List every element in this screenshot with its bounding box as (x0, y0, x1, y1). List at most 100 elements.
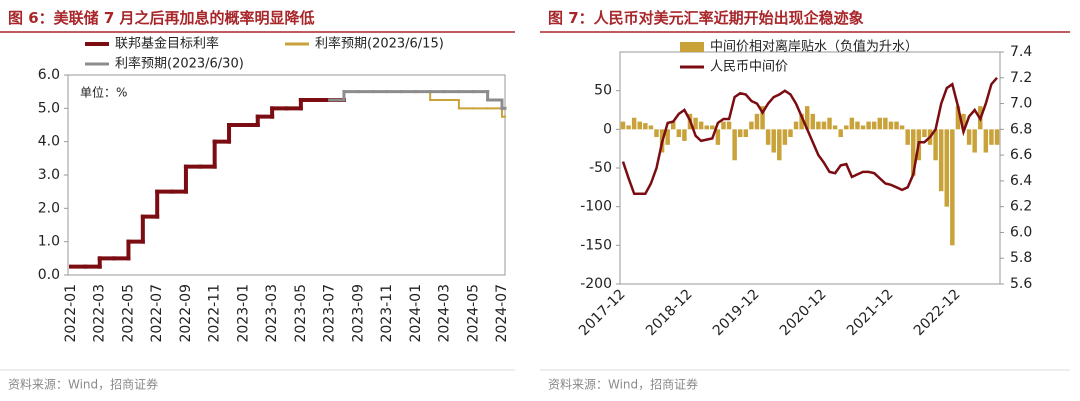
x-tick-label: 2024-05 (465, 284, 481, 343)
bar (989, 129, 994, 145)
bar (994, 129, 1000, 145)
bar (749, 121, 754, 130)
bar (782, 129, 788, 145)
y-tick-label: 3.0 (38, 167, 60, 183)
bar (682, 129, 687, 141)
x-tick-label: 2024-07 (494, 284, 510, 343)
y-tick-label: -50 (589, 160, 612, 176)
y2-tick-label: 6.0 (1010, 224, 1032, 240)
y-tick-label: 2.0 (38, 200, 60, 216)
bar (637, 121, 642, 130)
source-note: 资料来源：Wind，招商证券 (548, 377, 698, 392)
bar (894, 121, 899, 130)
x-tick-label: 2022-12 (911, 286, 964, 339)
y2-tick-label: 6.8 (1010, 121, 1032, 137)
bar (810, 113, 816, 130)
y-tick-label: 0 (603, 121, 612, 137)
chart-title: 图 6：美联储 7 月之后再加息的概率明显降低 (8, 9, 315, 27)
bar (765, 129, 771, 145)
bar (827, 117, 832, 130)
x-tick-label: 2023-03 (264, 284, 280, 343)
bar (671, 121, 676, 130)
bar (804, 106, 810, 130)
y2-tick-label: 6.6 (1010, 147, 1032, 163)
bar (877, 117, 883, 130)
x-tick-label: 2017-12 (576, 286, 629, 339)
bar (732, 129, 737, 161)
y2-tick-label: 6.2 (1010, 199, 1032, 215)
bar (944, 129, 949, 207)
y-tick-label: -150 (580, 237, 612, 253)
legend-label: 中间价相对离岸贴水（负值为升水） (710, 39, 918, 55)
y-tick-label: 1.0 (38, 234, 60, 250)
bar (698, 121, 704, 130)
x-tick-label: 2018-12 (643, 286, 696, 339)
bar (888, 121, 894, 130)
x-tick-label: 2022-01 (63, 284, 79, 343)
bar (665, 129, 670, 145)
y-tick-label: 50 (594, 83, 612, 99)
x-tick-label: 2019-12 (710, 286, 763, 339)
y-tick-label: -200 (580, 276, 612, 292)
y-tick-label: 5.0 (38, 100, 60, 116)
bar (972, 129, 977, 153)
bar (721, 121, 726, 130)
x-tick-label: 2022-09 (178, 284, 194, 343)
x-tick-label: 2022-11 (207, 284, 223, 343)
bar (838, 129, 843, 138)
x-tick-label: 2024-03 (437, 284, 453, 343)
bar (793, 121, 799, 130)
bar (855, 121, 860, 130)
x-tick-label: 2023-11 (379, 284, 395, 343)
bar (849, 117, 855, 130)
legend-label: 利率预期(2023/6/15) (315, 36, 444, 52)
bar (676, 129, 682, 138)
bar (654, 129, 659, 138)
y2-tick-label: 6.4 (1010, 173, 1032, 189)
y-tick-label: -100 (580, 199, 612, 215)
y2-tick-label: 7.2 (1010, 70, 1032, 86)
y2-tick-label: 7.4 (1010, 44, 1032, 60)
bar (933, 129, 938, 161)
bar (966, 129, 972, 145)
bar (922, 129, 927, 138)
bar (844, 125, 849, 130)
legend-swatch (680, 42, 704, 52)
bar (821, 121, 827, 130)
bar (648, 125, 654, 130)
source-note: 资料来源：Wind，招商证券 (8, 377, 158, 392)
chart-title: 图 7：人民币对美元汇率近期开始出现企稳迹象 (548, 9, 864, 27)
bar (899, 125, 905, 130)
bar (911, 129, 916, 176)
legend-label: 利率预期(2023/6/30) (115, 56, 244, 72)
y-tick-label: 6.0 (38, 67, 60, 83)
bar (726, 121, 732, 130)
bar (816, 121, 821, 130)
bar (871, 121, 877, 130)
y2-tick-label: 5.6 (1010, 276, 1032, 292)
bar (955, 106, 961, 130)
bar (983, 129, 989, 153)
bar (626, 125, 631, 130)
bar (771, 129, 776, 153)
bar (788, 129, 793, 138)
y-tick-label: 4.0 (38, 134, 60, 150)
x-tick-label: 2022-05 (120, 284, 136, 343)
bar (704, 125, 709, 130)
x-tick-label: 2021-12 (844, 286, 897, 339)
x-tick-label: 2023-05 (293, 284, 309, 343)
bar (777, 129, 782, 161)
bar (883, 117, 888, 130)
bar (715, 129, 721, 145)
line-series (621, 76, 998, 196)
bar (737, 129, 743, 138)
bar (950, 129, 955, 246)
bar (754, 113, 760, 130)
x-tick-label: 2024-01 (408, 284, 424, 343)
bar (631, 117, 637, 130)
bar (710, 125, 715, 130)
y2-tick-label: 7.0 (1010, 96, 1032, 112)
y2-tick-label: 5.8 (1010, 250, 1032, 266)
x-tick-label: 2023-09 (350, 284, 366, 343)
